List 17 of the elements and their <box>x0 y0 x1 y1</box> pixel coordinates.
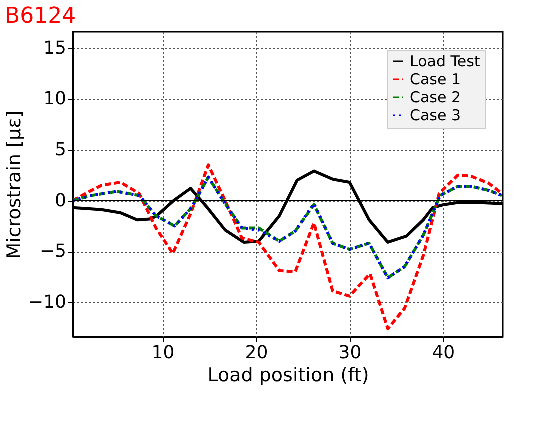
x-tick-label: 10 <box>152 342 175 364</box>
y-tick-label: −5 <box>40 241 66 262</box>
x-axis-title: Load position (ft) <box>208 364 370 386</box>
x-tick-label: 20 <box>245 342 268 364</box>
legend-label: Case 2 <box>410 88 462 106</box>
x-tick-label: 30 <box>338 342 362 364</box>
legend-label: Load Test <box>410 52 480 70</box>
y-tick-label: 10 <box>44 88 66 110</box>
y-tick-label: 5 <box>55 139 66 160</box>
legend-label: Case 1 <box>410 70 462 88</box>
y-tick-label: 0 <box>55 190 66 212</box>
y-tick-label: 15 <box>44 38 66 59</box>
y-tick-label: −10 <box>28 292 66 313</box>
legend-label: Case 3 <box>410 106 462 124</box>
chart-title: B6124 <box>5 4 76 29</box>
y-axis-title: Microstrain [με] <box>4 110 26 260</box>
x-tick-label: 40 <box>432 342 456 364</box>
